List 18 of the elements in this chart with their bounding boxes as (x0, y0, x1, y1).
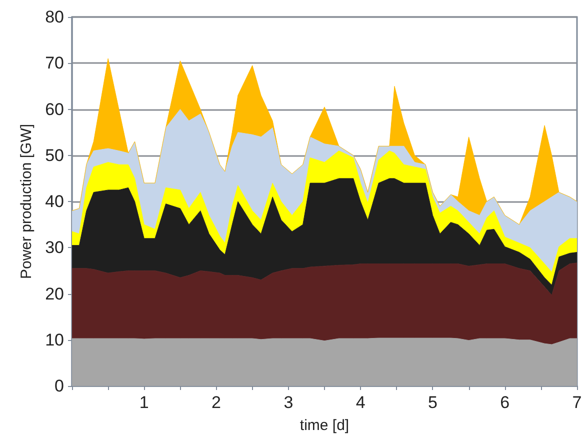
x-tick-label: 5 (428, 393, 438, 412)
y-tick-label: 20 (45, 284, 64, 304)
x-tick-label: 7 (572, 393, 582, 412)
y-tick-label: 50 (45, 146, 64, 165)
y-tick-label: 60 (45, 100, 64, 119)
y-tick-label: 10 (45, 330, 64, 350)
x-tick-label: 6 (500, 393, 510, 412)
x-axis-title: time [d] (300, 417, 350, 434)
y-axis-title: Power production [GW] (18, 124, 36, 280)
y-tick-label: 80 (45, 8, 64, 26)
x-tick-label: 1 (139, 393, 149, 412)
y-tick-label: 30 (45, 238, 64, 258)
x-tick-label: 2 (212, 393, 222, 412)
y-tick-label: 0 (54, 376, 64, 396)
y-tick-label: 40 (45, 192, 64, 211)
x-tick-label: 4 (356, 393, 366, 412)
x-tick-label: 3 (284, 393, 294, 412)
y-tick-label: 70 (45, 54, 64, 73)
